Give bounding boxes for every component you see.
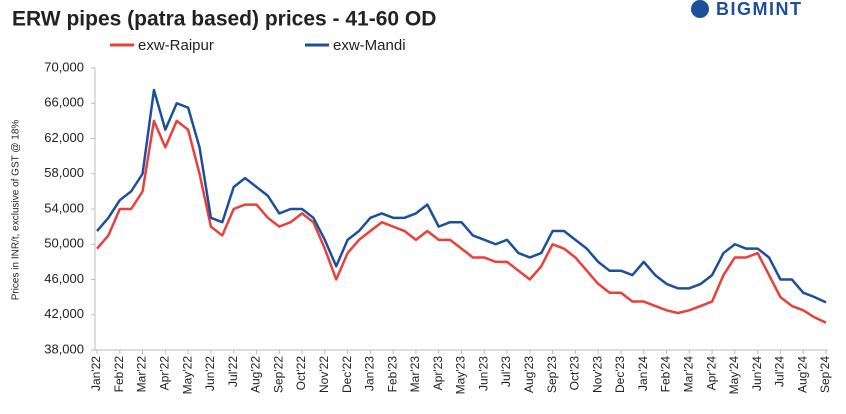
- x-tick-label: Jul'22: [226, 356, 240, 387]
- y-tick-label: 62,000: [44, 130, 84, 145]
- series-line: [96, 88, 827, 304]
- legend-label: exw-Raipur: [138, 37, 214, 54]
- y-tick-label: 46,000: [44, 271, 84, 286]
- y-tick-label: 58,000: [44, 165, 84, 180]
- x-tick-label: Feb'23: [385, 356, 399, 393]
- x-tick-label: Jul'23: [499, 356, 513, 387]
- x-tick-label: May'22: [180, 356, 194, 395]
- x-tick-label: Apr'22: [158, 356, 172, 391]
- y-tick-label: 54,000: [44, 200, 84, 215]
- x-tick-label: Dec'22: [340, 356, 354, 393]
- x-tick-label: Jan'22: [89, 356, 103, 391]
- brand: BIGMINT: [716, 0, 803, 19]
- x-tick-label: Dec'23: [613, 356, 627, 393]
- chart-title: ERW pipes (patra based) prices - 41-60 O…: [12, 8, 436, 31]
- x-tick-label: Mar'23: [408, 356, 422, 393]
- x-tick-label: May'23: [454, 356, 468, 395]
- x-tick-label: Feb'22: [112, 356, 126, 393]
- x-tick-label: Jan'24: [636, 356, 650, 391]
- x-tick-label: May'24: [727, 356, 741, 395]
- y-tick-label: 42,000: [44, 306, 84, 321]
- y-tick-label: 38,000: [44, 341, 84, 356]
- x-tick-label: Nov'22: [317, 356, 331, 393]
- x-tick-label: Feb'24: [659, 356, 673, 393]
- legend-label: exw-Mandi: [333, 37, 406, 54]
- logo-icon: [691, 0, 709, 18]
- x-tick-label: Oct'22: [294, 356, 308, 391]
- logo: BIGMINT: [691, 0, 803, 19]
- y-tick-label: 66,000: [44, 95, 84, 110]
- x-tick-label: Sep'22: [271, 356, 285, 393]
- x-tick-label: Oct'23: [568, 356, 582, 391]
- x-tick-label: Apr'23: [431, 356, 445, 391]
- x-tick-label: Aug'24: [795, 356, 809, 393]
- x-tick-label: Jul'24: [773, 356, 787, 387]
- x-tick-label: Aug'23: [522, 356, 536, 393]
- x-tick-label: Mar'22: [135, 356, 149, 393]
- x-tick-label: Nov'23: [590, 356, 604, 393]
- x-tick-label: Mar'24: [681, 356, 695, 393]
- series-line: [96, 119, 827, 324]
- x-tick-label: Aug'22: [249, 356, 263, 393]
- x-tick-label: Sep'23: [545, 356, 559, 393]
- x-tick-label: Jun'23: [476, 356, 490, 391]
- y-tick-label: 50,000: [44, 236, 84, 251]
- y-tick-label: 70,000: [44, 59, 84, 74]
- x-tick-label: Apr'24: [704, 356, 718, 391]
- x-tick-label: Jan'23: [363, 356, 377, 391]
- x-tick-label: Sep'24: [818, 356, 832, 393]
- y-axis-title: Prices in INR/t, exclusive of GST @ 18%: [11, 120, 22, 301]
- x-tick-label: Jun'22: [203, 356, 217, 391]
- x-tick-label: Jun'24: [750, 356, 764, 391]
